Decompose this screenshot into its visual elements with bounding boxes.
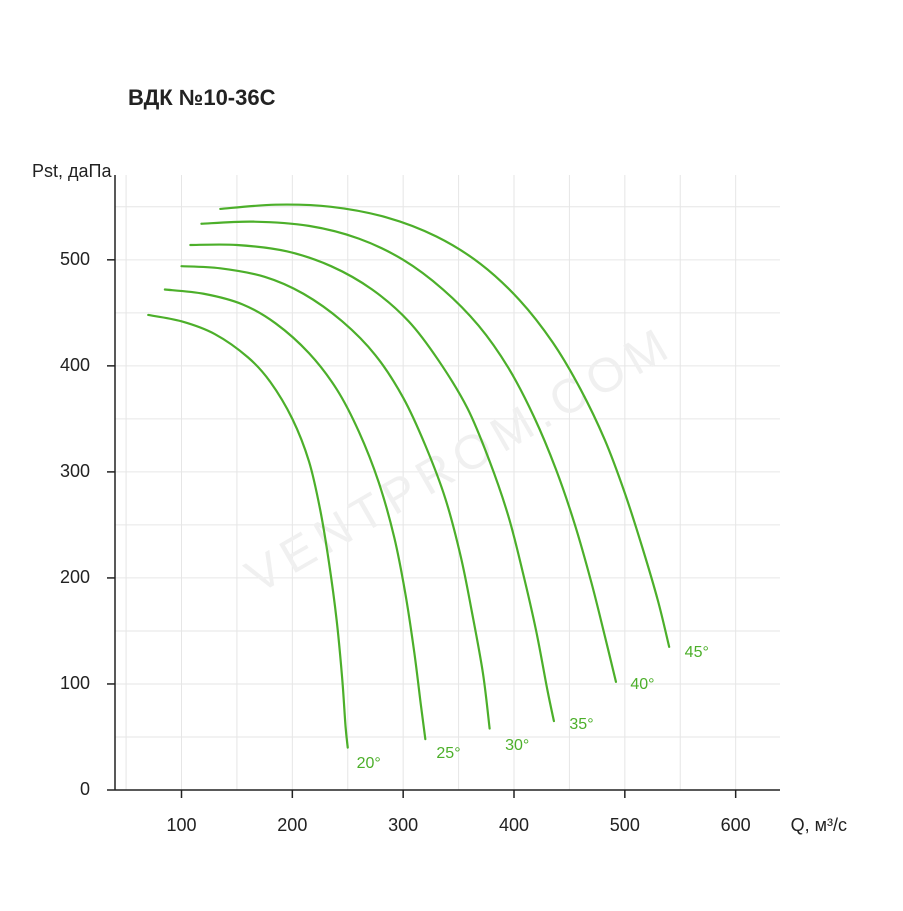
curve-20°	[148, 315, 348, 748]
y-axis-label: Pst, даПа	[32, 161, 111, 182]
curve-25°	[165, 290, 425, 740]
curve-45°	[220, 205, 669, 647]
chart-container: VENTPROM.COMВДК №10-36СPst, даПаQ, м³/с1…	[0, 0, 903, 911]
curve-30°	[182, 266, 490, 728]
y-tick-label: 200	[40, 567, 90, 588]
y-tick-label: 300	[40, 461, 90, 482]
y-tick-label: 0	[40, 779, 90, 800]
x-tick-label: 400	[494, 815, 534, 836]
chart-svg-top	[0, 0, 903, 911]
curve-label-20°: 20°	[357, 755, 381, 773]
x-axis-label: Q, м³/с	[791, 815, 847, 836]
curve-35°	[190, 245, 554, 722]
x-tick-label: 600	[716, 815, 756, 836]
x-tick-label: 300	[383, 815, 423, 836]
curve-label-25°: 25°	[436, 745, 460, 763]
curve-label-45°: 45°	[685, 644, 709, 662]
curve-label-35°: 35°	[569, 716, 593, 734]
y-tick-label: 100	[40, 673, 90, 694]
curve-label-40°: 40°	[630, 676, 654, 694]
curve-label-30°: 30°	[505, 737, 529, 755]
y-tick-label: 400	[40, 355, 90, 376]
x-tick-label: 100	[162, 815, 202, 836]
x-tick-label: 500	[605, 815, 645, 836]
chart-title: ВДК №10-36С	[128, 85, 276, 111]
x-tick-label: 200	[272, 815, 312, 836]
y-tick-label: 500	[40, 249, 90, 270]
